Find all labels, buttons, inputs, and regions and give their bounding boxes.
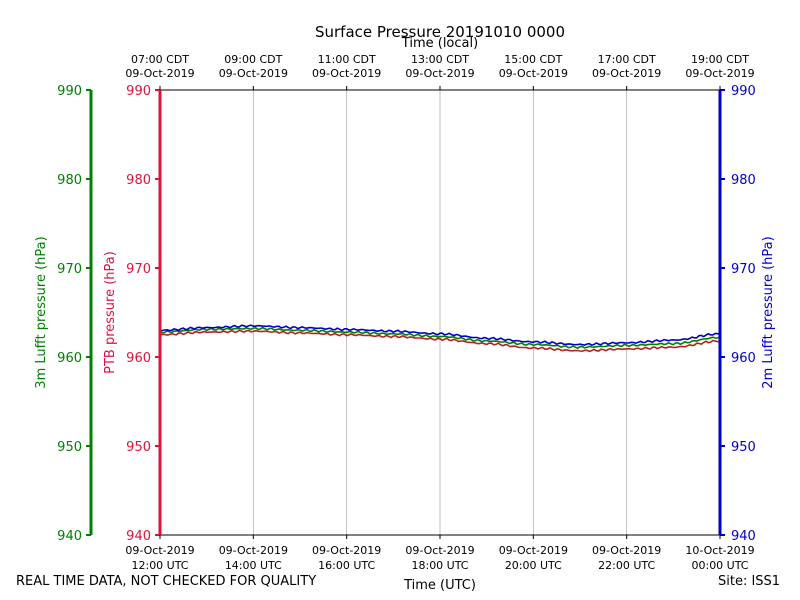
x-tick-label-bottom-time: 14:00 UTC: [225, 559, 282, 572]
x-tick-label-bottom-date: 09-Oct-2019: [499, 544, 568, 557]
y-tick-label-lufft2m: 990: [731, 84, 756, 99]
y-tick-label-ptb: 940: [126, 529, 151, 544]
y-tick-label-lufft2m: 950: [731, 440, 756, 455]
x-tick-label-top-date: 09-Oct-2019: [685, 67, 754, 80]
x-tick-label-top-date: 09-Oct-2019: [592, 67, 661, 80]
x-tick-label-bottom-time: 20:00 UTC: [505, 559, 562, 572]
x-tick-label-bottom-date: 09-Oct-2019: [125, 544, 194, 557]
y-tick-label-ptb: 950: [126, 440, 151, 455]
x-tick-label-top-time: 17:00 CDT: [598, 53, 656, 66]
y-tick-label-ptb: 980: [126, 173, 151, 188]
y-tick-label-lufft3m: 990: [57, 84, 82, 99]
x-tick-label-bottom-time: 22:00 UTC: [598, 559, 655, 572]
y-tick-label-lufft2m: 960: [731, 351, 756, 366]
axes-layer: [86, 86, 725, 539]
x-tick-label-top-time: 09:00 CDT: [224, 53, 282, 66]
y-tick-label-ptb: 970: [126, 262, 151, 277]
x-tick-label-bottom-time: 00:00 UTC: [691, 559, 748, 572]
y-tick-label-ptb: 960: [126, 351, 151, 366]
y-tick-label-lufft3m: 940: [57, 529, 82, 544]
quality-note: REAL TIME DATA, NOT CHECKED FOR QUALITY: [16, 574, 317, 589]
x-tick-label-top-date: 09-Oct-2019: [405, 67, 474, 80]
y-tick-label-lufft2m: 940: [731, 529, 756, 544]
x-axis-title-top: Time (local): [401, 36, 478, 51]
x-tick-label-top-time: 19:00 CDT: [691, 53, 749, 66]
grid-layer: [252, 90, 628, 535]
y-tick-label-lufft3m: 970: [57, 262, 82, 277]
x-tick-label-bottom-time: 16:00 UTC: [318, 559, 375, 572]
series-line-lufft3m: [159, 326, 721, 350]
text-layer: 940 950 960 970 980 990 3m Lufft pressure (hPa…: [34, 23, 776, 593]
y-tick-label-lufft2m: 970: [731, 262, 756, 277]
x-tick-label-top-time: 11:00 CDT: [318, 53, 376, 66]
x-tick-label-bottom-date: 09-Oct-2019: [592, 544, 661, 557]
x-axis-title-bottom: Time (UTC): [403, 578, 476, 593]
x-tick-label-top-date: 09-Oct-2019: [499, 67, 568, 80]
x-tick-label-top-time: 07:00 CDT: [131, 53, 189, 66]
x-tick-label-bottom-date: 09-Oct-2019: [219, 544, 288, 557]
y-axis-title-lufft2m: 2m Lufft pressure (hPa): [761, 236, 776, 388]
chart-title: Surface Pressure 20191010 0000: [315, 23, 565, 41]
x-tick-label-bottom-date: 10-Oct-2019: [685, 544, 754, 557]
y-tick-label-lufft3m: 960: [57, 351, 82, 366]
x-tick-label-top-time: 13:00 CDT: [411, 53, 469, 66]
x-tick-label-bottom-date: 09-Oct-2019: [312, 544, 381, 557]
x-tick-label-bottom-date: 09-Oct-2019: [405, 544, 474, 557]
site-label: Site: ISS1: [718, 574, 781, 589]
y-tick-label-lufft2m: 980: [731, 173, 756, 188]
x-tick-label-bottom-time: 12:00 UTC: [131, 559, 188, 572]
x-tick-label-bottom-time: 18:00 UTC: [411, 559, 468, 572]
series-line-ptb: [159, 329, 721, 353]
x-tick-label-top-date: 09-Oct-2019: [312, 67, 381, 80]
y-axis-title-lufft3m: 3m Lufft pressure (hPa): [34, 236, 49, 388]
y-tick-label-lufft3m: 980: [57, 173, 82, 188]
y-tick-label-ptb: 990: [126, 84, 151, 99]
y-axis-title-ptb: PTB pressure (hPa): [103, 251, 118, 374]
x-tick-label-top-date: 09-Oct-2019: [219, 67, 288, 80]
series-layer: [159, 324, 721, 353]
x-tick-label-top-time: 15:00 CDT: [504, 53, 562, 66]
series-line-lufft2m: [159, 324, 721, 346]
x-tick-label-top-date: 09-Oct-2019: [125, 67, 194, 80]
y-tick-label-lufft3m: 950: [57, 440, 82, 455]
